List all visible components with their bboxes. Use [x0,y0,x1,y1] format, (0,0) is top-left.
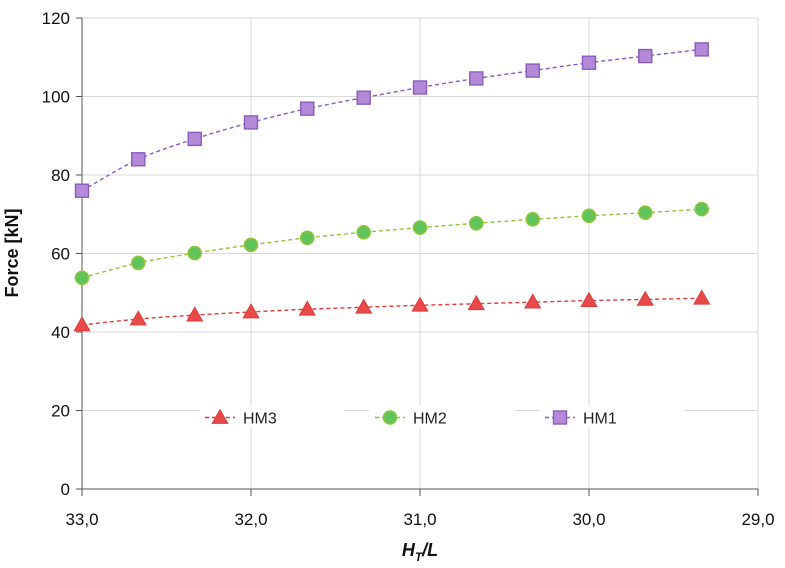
legend-item-background [199,405,345,428]
data-point [186,306,204,322]
data-point [73,316,91,332]
legend-item: HM2 [369,405,515,428]
legend-item: HM3 [199,405,345,428]
x-axis-title-sub: T [415,550,424,564]
series-group [73,42,711,332]
series-hm1 [74,42,709,198]
data-point [130,255,146,271]
data-point [187,131,202,147]
data-point [243,115,259,130]
data-point [187,245,203,261]
y-axis-title: Force [kN] [2,208,22,297]
data-point [356,225,372,240]
x-tick-label: 33,0 [65,510,98,529]
data-point [74,183,90,198]
y-tick-label: 20 [51,402,70,421]
data-point [636,290,654,306]
legend-marker [211,408,229,424]
legend-label: HM1 [583,411,617,428]
legend-item-background [539,405,685,428]
data-point [581,208,597,224]
data-point [524,293,542,309]
data-point [298,300,316,316]
data-point [412,220,428,235]
data-point [242,303,260,319]
legend-label: HM2 [413,411,447,428]
x-tick-label: 32,0 [234,510,267,529]
x-axis-title: HT/L [402,540,438,564]
x-axis-title-main: H [402,540,416,560]
y-tick-label: 0 [61,480,70,499]
data-point [637,205,653,220]
data-point [356,90,371,105]
x-tick-label: 30,0 [572,510,605,529]
legend: HM3 HM2 HM1 [199,405,685,428]
y-tick-label: 80 [51,166,70,185]
series-line [81,208,702,279]
y-tick-label: 60 [51,245,70,264]
x-tick-label: 31,0 [403,510,436,529]
data-point [74,270,90,286]
legend-label: HM3 [243,411,277,428]
series-line [81,48,702,192]
data-point [355,298,373,314]
data-point [131,152,146,167]
data-point [412,80,428,95]
data-point [467,294,485,311]
data-point [469,71,484,86]
data-point [129,310,147,326]
data-point [299,230,315,246]
y-tick-label: 40 [51,323,70,342]
axes [76,17,759,496]
data-point [525,63,540,78]
data-point [694,201,710,217]
data-point [525,212,541,227]
y-tick-label: 100 [42,88,70,107]
data-point [581,55,597,70]
data-point [243,237,259,253]
data-point [300,101,315,116]
data-point [580,291,598,307]
y-tick-label: 120 [42,9,70,28]
legend-marker [382,410,398,425]
data-point [638,48,653,64]
legend-marker [552,410,568,425]
data-point [468,215,484,231]
series-hm2 [74,201,710,286]
x-tick-label: 29,0 [741,510,774,529]
data-point [411,296,429,312]
tick-labels: 0 20 40 60 80 100 120 33,0 32,0 31,0 30,0 29,0 [42,9,775,529]
data-point [694,42,709,57]
data-point [693,289,711,305]
series-line [81,297,702,326]
series-hm3 [73,289,711,332]
legend-item-background [369,405,515,428]
x-axis-title-tail: /L [421,540,438,560]
legend-item: HM1 [539,405,685,428]
